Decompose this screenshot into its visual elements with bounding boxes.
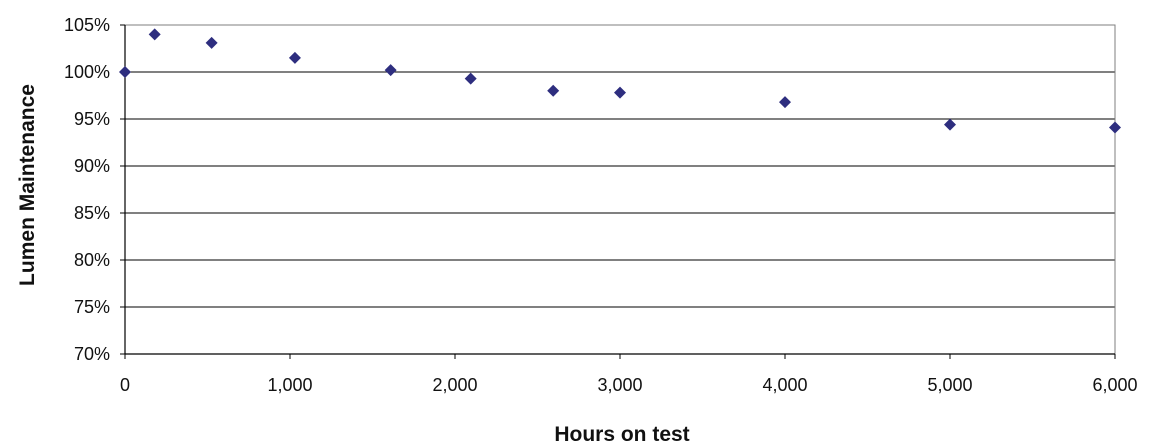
x-tick-label: 0 — [120, 375, 130, 395]
y-tick-label: 90% — [74, 156, 110, 176]
tick-label-layer: 70% 75% 80% 85% 90% 95% 100% 105% 0 1,000 2,000 3,0… — [64, 15, 1138, 395]
data-point — [779, 96, 791, 109]
data-point — [464, 72, 477, 85]
y-axis-title: Lumen Maintenance — [16, 84, 39, 286]
x-tick-label: 2,000 — [432, 375, 477, 395]
axis-layer — [120, 24, 1116, 359]
plot-frame — [124, 24, 1116, 355]
y-tick-label: 75% — [74, 297, 110, 317]
data-point — [119, 66, 131, 78]
x-tick-label: 1,000 — [267, 375, 312, 395]
y-tick-label: 100% — [64, 62, 110, 82]
x-tick-label: 5,000 — [927, 375, 972, 395]
data-point — [547, 84, 560, 97]
y-tick-label: 85% — [74, 203, 110, 223]
data-point — [148, 28, 161, 41]
point-layer — [119, 28, 1121, 134]
grid-layer — [125, 71, 1115, 308]
x-tick-label: 4,000 — [762, 375, 807, 395]
data-point — [1109, 121, 1121, 134]
y-tick-label: 95% — [74, 109, 110, 129]
y-tick-label: 80% — [74, 250, 110, 270]
x-axis-title: Hours on test — [554, 423, 689, 446]
data-point — [614, 86, 626, 99]
data-point — [288, 51, 301, 64]
y-tick-label: 105% — [64, 15, 110, 35]
y-tick-label: 70% — [74, 344, 110, 364]
x-tick-label: 6,000 — [1092, 375, 1137, 395]
data-point — [384, 64, 397, 77]
x-tick-label: 3,000 — [597, 375, 642, 395]
data-point — [944, 118, 956, 131]
data-point — [205, 36, 218, 49]
